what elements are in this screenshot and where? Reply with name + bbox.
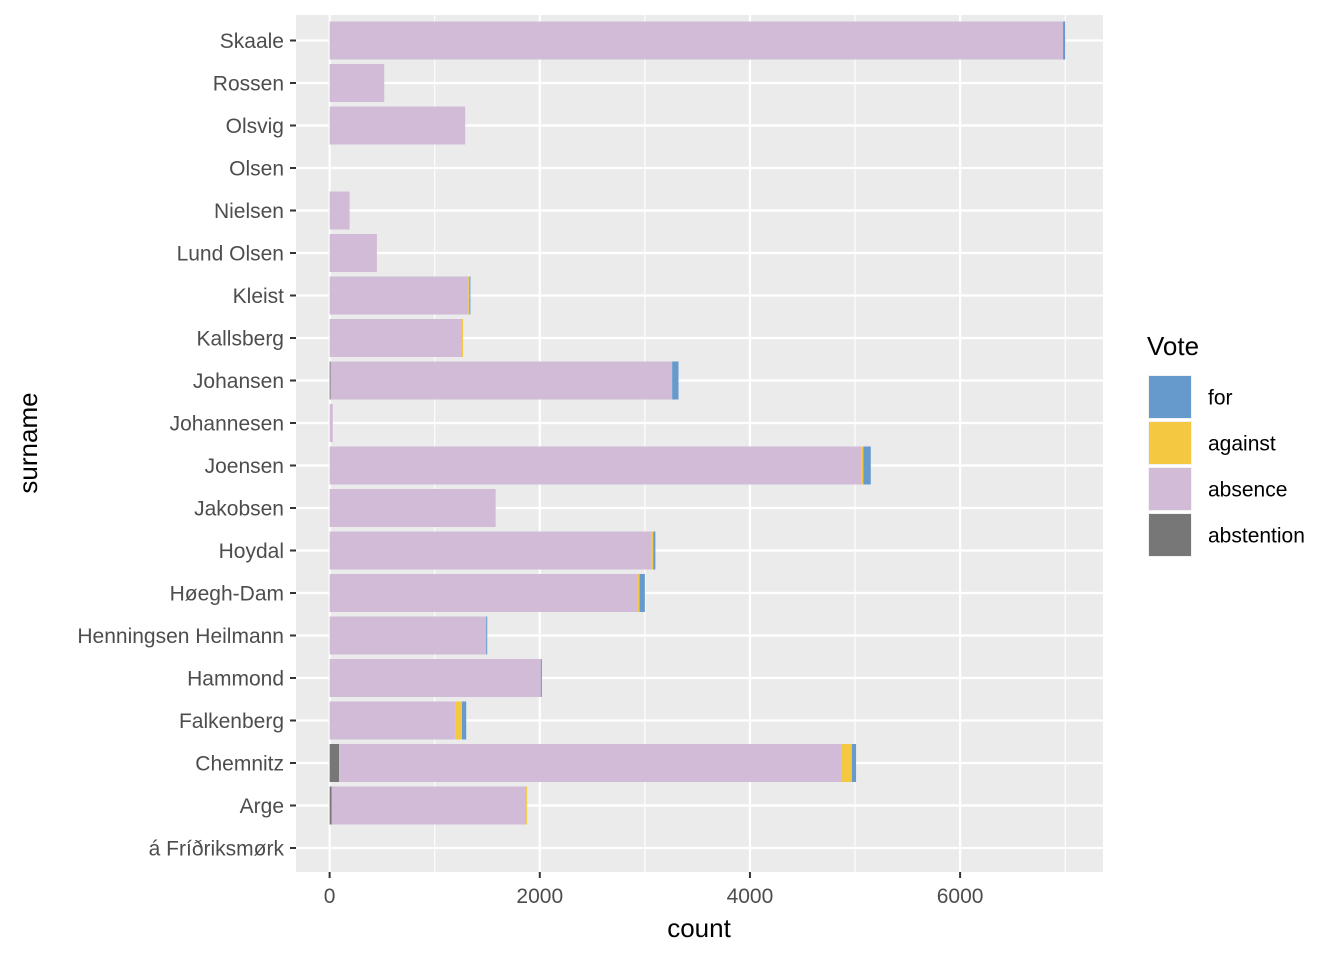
y-tick-label: Falkenberg [179,710,284,733]
legend-key-against [1149,422,1191,464]
bar-against-falkenberg [455,701,463,740]
y-tick-label: Lund Olsen [177,243,284,266]
bar-against-chemnitz [841,744,852,782]
bar-against-hoydal [651,531,654,570]
legend-label-for: for [1208,387,1233,410]
x-tick-label: 4000 [727,885,774,908]
bar-absence-johansen [330,361,673,400]
legend-label-absence: absence [1208,479,1287,502]
x-axis: 0 2000 4000 6000 [324,872,984,908]
bar-for-chemnitz [851,744,857,782]
y-tick-label: Olsvig [226,115,284,138]
bar-against-kallsberg [462,319,464,357]
bar-absence-olsvig [329,106,466,145]
legend-label-against: against [1208,433,1276,456]
bar-absence-henningsen-heilmann [329,616,487,655]
bar-against-kleist [468,276,470,315]
bar-absence-chemnitz [339,744,842,782]
y-tick-label: Høegh-Dam [170,583,284,606]
x-axis-title: count [667,913,731,943]
y-tick-label: Olsen [229,158,284,181]
x-tick-label: 2000 [516,885,563,908]
x-tick-label: 0 [324,885,336,908]
bar-absence-johannesen [329,404,333,442]
y-tick-label: á Fríðriksmørk [149,838,285,861]
bar-absence-kallsberg [329,319,463,357]
bar-absence-hammond [329,659,541,697]
bar-against-h-egh-dam [637,574,640,612]
bar-absence-jakobsen [329,489,496,527]
legend-key-for [1149,376,1191,418]
y-tick-label: Joensen [205,455,284,478]
bar-absence-kleist [329,276,469,315]
y-axis: Skaale Rossen Olsvig Olsen Nielsen Lund Olsen… [77,30,296,861]
y-tick-label: Arge [240,795,284,818]
bar-absence-lund-olsen [329,234,377,272]
bar-abstention-arge [329,786,332,825]
legend-key-abstention [1149,514,1191,556]
legend: Vote for against absence abstention [1147,331,1305,557]
legend-label-abstention: abstention [1208,525,1305,548]
bar-for-henningsen-heilmann [486,616,488,655]
bar-absence-joensen [329,446,862,485]
y-tick-label: Kallsberg [196,328,284,351]
y-tick-label: Hammond [187,668,284,691]
bar-absence-rossen [329,64,385,102]
y-tick-label: Rossen [213,73,284,96]
bar-for-kleist [469,276,471,315]
y-tick-label: Johansen [193,370,284,393]
bar-for-skaale [1063,21,1066,60]
y-tick-label: Johannesen [170,413,284,436]
bar-absence-hoydal [329,531,652,570]
bar-abstention-chemnitz [329,744,340,782]
bar-for-hammond [540,659,542,697]
bar-absence-arge [331,786,527,825]
y-tick-label: Jakobsen [194,498,284,521]
y-tick-label: Hoydal [219,540,284,563]
y-tick-label: Chemnitz [195,753,284,776]
y-tick-label: Kleist [233,285,285,308]
legend-key-absence [1149,468,1191,510]
bar-against-joensen [861,446,864,485]
y-tick-label: Nielsen [214,200,284,223]
y-axis-title: surname [13,392,43,493]
bar-for-hoydal [653,531,656,570]
bar-for-johansen [672,361,679,400]
bars [329,21,1066,825]
bar-abstention-johansen [329,361,331,400]
bar-for-falkenberg [462,701,467,740]
bar-absence-skaale [329,21,1064,60]
bar-absence-falkenberg [329,701,456,740]
y-tick-label: Skaale [220,30,284,53]
bar-for-joensen [863,446,871,485]
bar-absence-h-egh-dam [329,574,638,612]
x-tick-label: 6000 [937,885,984,908]
bar-for-h-egh-dam [639,574,645,612]
bar-absence-nielsen [329,191,350,230]
bar-against-arge [526,786,528,825]
y-tick-label: Henningsen Heilmann [77,625,284,648]
legend-title: Vote [1147,331,1199,361]
